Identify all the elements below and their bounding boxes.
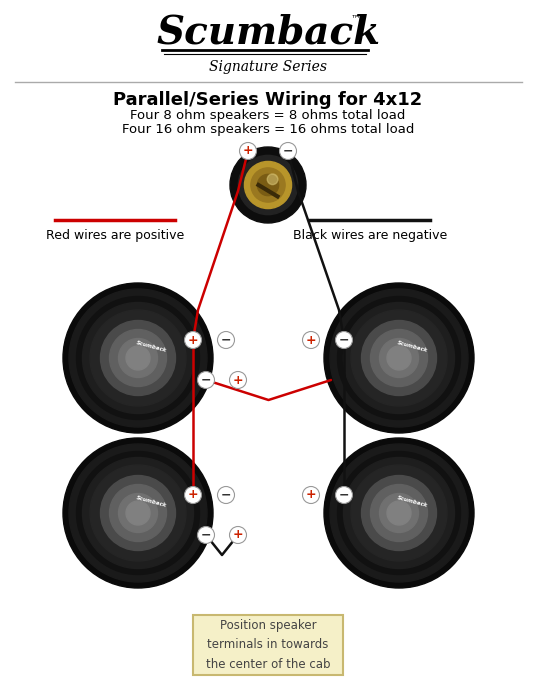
Circle shape (76, 451, 200, 575)
Circle shape (351, 465, 447, 561)
Text: −: − (339, 489, 349, 502)
Text: Four 16 ohm speakers = 16 ohms total load: Four 16 ohm speakers = 16 ohms total loa… (122, 124, 414, 137)
Text: +: + (306, 333, 316, 346)
Text: −: − (221, 333, 231, 346)
Circle shape (337, 451, 461, 575)
Circle shape (90, 465, 186, 561)
Text: Parallel/Series Wiring for 4x12: Parallel/Series Wiring for 4x12 (113, 91, 423, 109)
Circle shape (361, 320, 437, 395)
Circle shape (387, 346, 411, 370)
Circle shape (110, 484, 166, 542)
Text: Scumback: Scumback (397, 495, 429, 509)
Text: Position speaker
terminals in towards
the center of the cab: Position speaker terminals in towards th… (206, 620, 330, 671)
Circle shape (324, 438, 474, 588)
Circle shape (279, 143, 296, 159)
Text: +: + (306, 489, 316, 502)
Circle shape (110, 330, 166, 386)
Circle shape (217, 331, 235, 348)
Circle shape (361, 475, 437, 551)
Text: −: − (201, 373, 211, 386)
Circle shape (371, 330, 427, 386)
Text: −: − (201, 529, 211, 542)
Text: +: + (233, 529, 243, 542)
Text: −: − (221, 489, 231, 502)
Circle shape (387, 501, 411, 525)
Circle shape (251, 168, 285, 202)
Circle shape (69, 444, 207, 582)
Text: Red wires are positive: Red wires are positive (46, 228, 184, 242)
Circle shape (371, 484, 427, 542)
Circle shape (83, 457, 193, 569)
Circle shape (344, 457, 454, 569)
Circle shape (336, 486, 352, 504)
Text: +: + (233, 373, 243, 386)
Circle shape (336, 331, 352, 348)
Circle shape (351, 310, 447, 406)
Text: Scumback: Scumback (397, 340, 429, 353)
Circle shape (126, 346, 150, 370)
Text: Signature Series: Signature Series (209, 60, 327, 74)
Circle shape (257, 175, 279, 196)
Circle shape (100, 475, 176, 551)
Text: Scumback: Scumback (156, 13, 380, 51)
Circle shape (229, 371, 246, 388)
Circle shape (302, 331, 320, 348)
Circle shape (330, 289, 468, 427)
Circle shape (198, 371, 214, 388)
Circle shape (240, 143, 257, 159)
Circle shape (324, 283, 474, 433)
FancyBboxPatch shape (193, 615, 343, 675)
Circle shape (344, 302, 454, 413)
Text: −: − (283, 144, 293, 157)
Circle shape (337, 297, 461, 420)
Text: Scumback: Scumback (136, 495, 168, 509)
Circle shape (330, 444, 468, 582)
Circle shape (380, 339, 418, 377)
Circle shape (244, 161, 292, 208)
Circle shape (267, 174, 278, 185)
Circle shape (63, 283, 213, 433)
Text: +: + (188, 489, 198, 502)
Circle shape (119, 493, 157, 533)
Text: +: + (243, 144, 253, 157)
Circle shape (185, 486, 201, 504)
Circle shape (63, 438, 213, 588)
Text: Black wires are negative: Black wires are negative (293, 228, 447, 242)
Circle shape (185, 331, 201, 348)
Circle shape (238, 155, 297, 215)
Circle shape (302, 486, 320, 504)
Circle shape (230, 147, 306, 223)
Circle shape (198, 526, 214, 544)
Text: Scumback: Scumback (136, 340, 168, 353)
Text: Four 8 ohm speakers = 8 ohms total load: Four 8 ohm speakers = 8 ohms total load (130, 110, 405, 123)
Circle shape (90, 310, 186, 406)
Circle shape (217, 486, 235, 504)
Circle shape (76, 297, 200, 420)
Text: ™: ™ (350, 13, 360, 23)
Text: +: + (188, 333, 198, 346)
Text: −: − (339, 333, 349, 346)
Circle shape (119, 339, 157, 377)
Circle shape (69, 289, 207, 427)
Circle shape (380, 493, 418, 533)
Circle shape (83, 302, 193, 413)
Circle shape (126, 501, 150, 525)
Circle shape (100, 320, 176, 395)
Circle shape (229, 526, 246, 544)
